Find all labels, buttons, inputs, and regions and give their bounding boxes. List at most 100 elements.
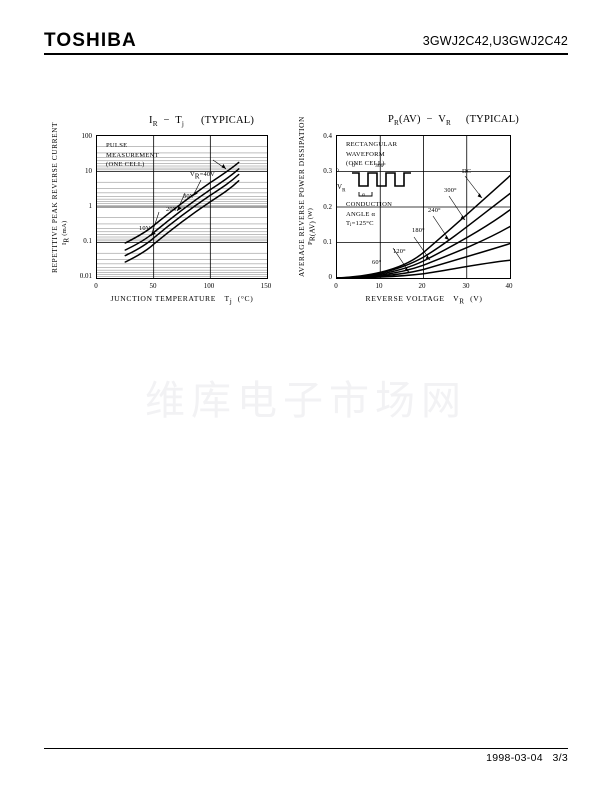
x-tick-right-1: 10 [375,282,383,290]
curve-vr-10v [124,180,240,263]
x-axis-symbol-sub-right: R [459,297,465,306]
x-axis-label-text-left: JUNCTION TEMPERATURE [110,294,216,303]
part-number-title: 3GWJ2C42,U3GWJ2C42 [422,34,568,48]
inset-vr-label: VR [337,183,346,194]
x-axis-label-text-right: REVERSE VOLTAGE [365,294,445,303]
annotation-r-line-3: (ONE CELL) [346,160,385,168]
arrow-120 [425,255,430,260]
y-tick-right-4: 0 [328,273,333,281]
curve-vr-30v [124,168,240,251]
grid-vertical [153,136,211,278]
y-tick-left-0: 100 [81,132,93,140]
curve-label-300deg: 300° [444,187,457,194]
x-tick-left-2: 100 [203,282,215,290]
curve-label-240deg: 240° [428,207,441,214]
y-axis-label-group-left: REPETITIVE PEAK REVERSE CURRENT [50,122,59,273]
x-axis-label-right: REVERSE VOLTAGE VR (V) [332,294,516,306]
annotation-line-2: MEASUREMENT [106,151,159,159]
y-axis-unit-text-left: (mA) [61,220,68,236]
annotation-conduction-angle: CONDUCTION ANGLE α Tⱼ=125°C [346,200,392,229]
curve-label-20v: 20V [166,206,178,213]
annotation-conduction-line-1: CONDUCTION [346,201,393,208]
annotation-line-1: PULSE [106,142,128,149]
curve-label-30v: 30V [183,193,195,200]
y-axis-label-right: AVERAGE REVERSE POWER DISSIPATION [297,116,306,277]
footer-date-page: 1998-03-04 3/3 [486,752,568,764]
arrow-20v [177,206,182,211]
chart-title-paren-r: (AV) [399,114,421,125]
page-header: TOSHIBA 3GWJ2C42,U3GWJ2C42 [44,30,568,56]
annotation-rectangular-waveform: RECTANGULAR WAVEFORM (ONE CELL) [346,140,397,169]
annotation-conduction-line-2: ANGLE α [346,210,376,218]
x-axis-unit-left: (°C) [237,294,254,303]
curve-label-10v: 10V [139,225,151,232]
y-tick-right-2: 0.2 [323,203,332,211]
curve-label-60deg: 60° [372,259,382,266]
label-arrows-left [151,164,226,236]
x-tick-right-4: 40 [505,282,513,290]
grid-vertical-right [379,136,468,278]
inset-waveform [342,166,418,200]
toshiba-logo: TOSHIBA [44,30,137,51]
annotation-tj-value: Tⱼ=125°C [346,220,374,228]
x-tick-left-0: 0 [94,282,98,290]
x-tick-right-2: 20 [418,282,426,290]
chart-ir-vs-tj: IR − Tj (TYPICAL) REPETITIVE PEAK REVERS… [44,105,294,306]
y-axis-label-group-right: AVERAGE REVERSE POWER DISSIPATION [297,116,306,277]
chart-title-symbol-r: P [388,114,395,125]
chart-title-symbol2-r: V [438,114,447,125]
inset-waveform-svg [352,172,411,197]
x-tick-left-3: 150 [260,282,272,290]
chart-title-symbol: I [149,115,153,126]
chart-title-symbol-sub: R [152,120,158,129]
y-tick-right-0: 0.4 [323,132,332,140]
plot-area-pr-vr [336,135,511,279]
x-axis-symbol-right: V [453,294,460,303]
annotation-line-3: (ONE CELL) [106,161,145,169]
chart-title-dash: − [163,115,170,126]
arrow-60 [404,267,409,272]
grid-minor-log [97,146,267,277]
plot-svg-pr-vr [337,136,510,278]
chart-title-dash-r: − [426,114,433,125]
chart-pr-vs-vr: PR(AV) − VR (TYPICAL) AVERAGE REVERSE PO… [292,105,542,306]
chart-title-note-r: (TYPICAL) [465,114,520,125]
x-axis-symbol-left: T [224,294,230,303]
plot-area-ir-tj [96,135,268,279]
y-tick-right-3: 0.1 [323,238,332,246]
curves-ir-tj [124,161,240,263]
annotation-r-line-2: WAVEFORM [346,150,385,158]
plot-svg-ir-tj [97,136,267,278]
curve-60deg [337,259,510,278]
curve-label-dc: DC [462,168,472,175]
footer-divider [44,748,568,749]
arrow-10v [151,231,156,236]
chart-title-symbol2-sub-r: R [446,119,452,128]
curve-label-120deg: 120° [393,248,406,255]
chart-title-pr-vr: PR(AV) − VR (TYPICAL) [388,114,519,127]
curve-label-vr-40v: VR=40V [190,171,215,181]
chart-title-symbol-sub-r: R [394,119,400,128]
inset-zero-label: 0 [336,168,339,174]
curve-dc [337,175,510,278]
x-axis-symbol-sub-left: j [229,297,233,306]
chart-title-note: (TYPICAL) [200,115,255,126]
annotation-pulse-measurement: PULSE MEASUREMENT (ONE CELL) [106,141,159,170]
chart-title-ir-tj: IR − Tj (TYPICAL) [149,115,254,128]
curves-pr-vr [337,175,510,278]
x-tick-right-0: 0 [334,282,338,290]
x-tick-right-3: 30 [462,282,470,290]
y-tick-left-3: 0.1 [83,237,92,245]
inset-angle-end-label: 360° [375,163,386,169]
curve-vr-20v [124,173,240,257]
waveform-path [352,172,411,187]
watermark-text: 维库电子市场网 [145,378,467,424]
leader-10v [150,211,160,237]
inset-alpha-label: α [362,192,365,198]
y-tick-left-1: 10 [85,167,92,175]
chart-title-symbol2: T [175,115,182,126]
x-axis-label-left: JUNCTION TEMPERATURE Tj (°C) [86,294,278,306]
arrow-240 [460,215,465,220]
arrow-30v [193,191,198,196]
